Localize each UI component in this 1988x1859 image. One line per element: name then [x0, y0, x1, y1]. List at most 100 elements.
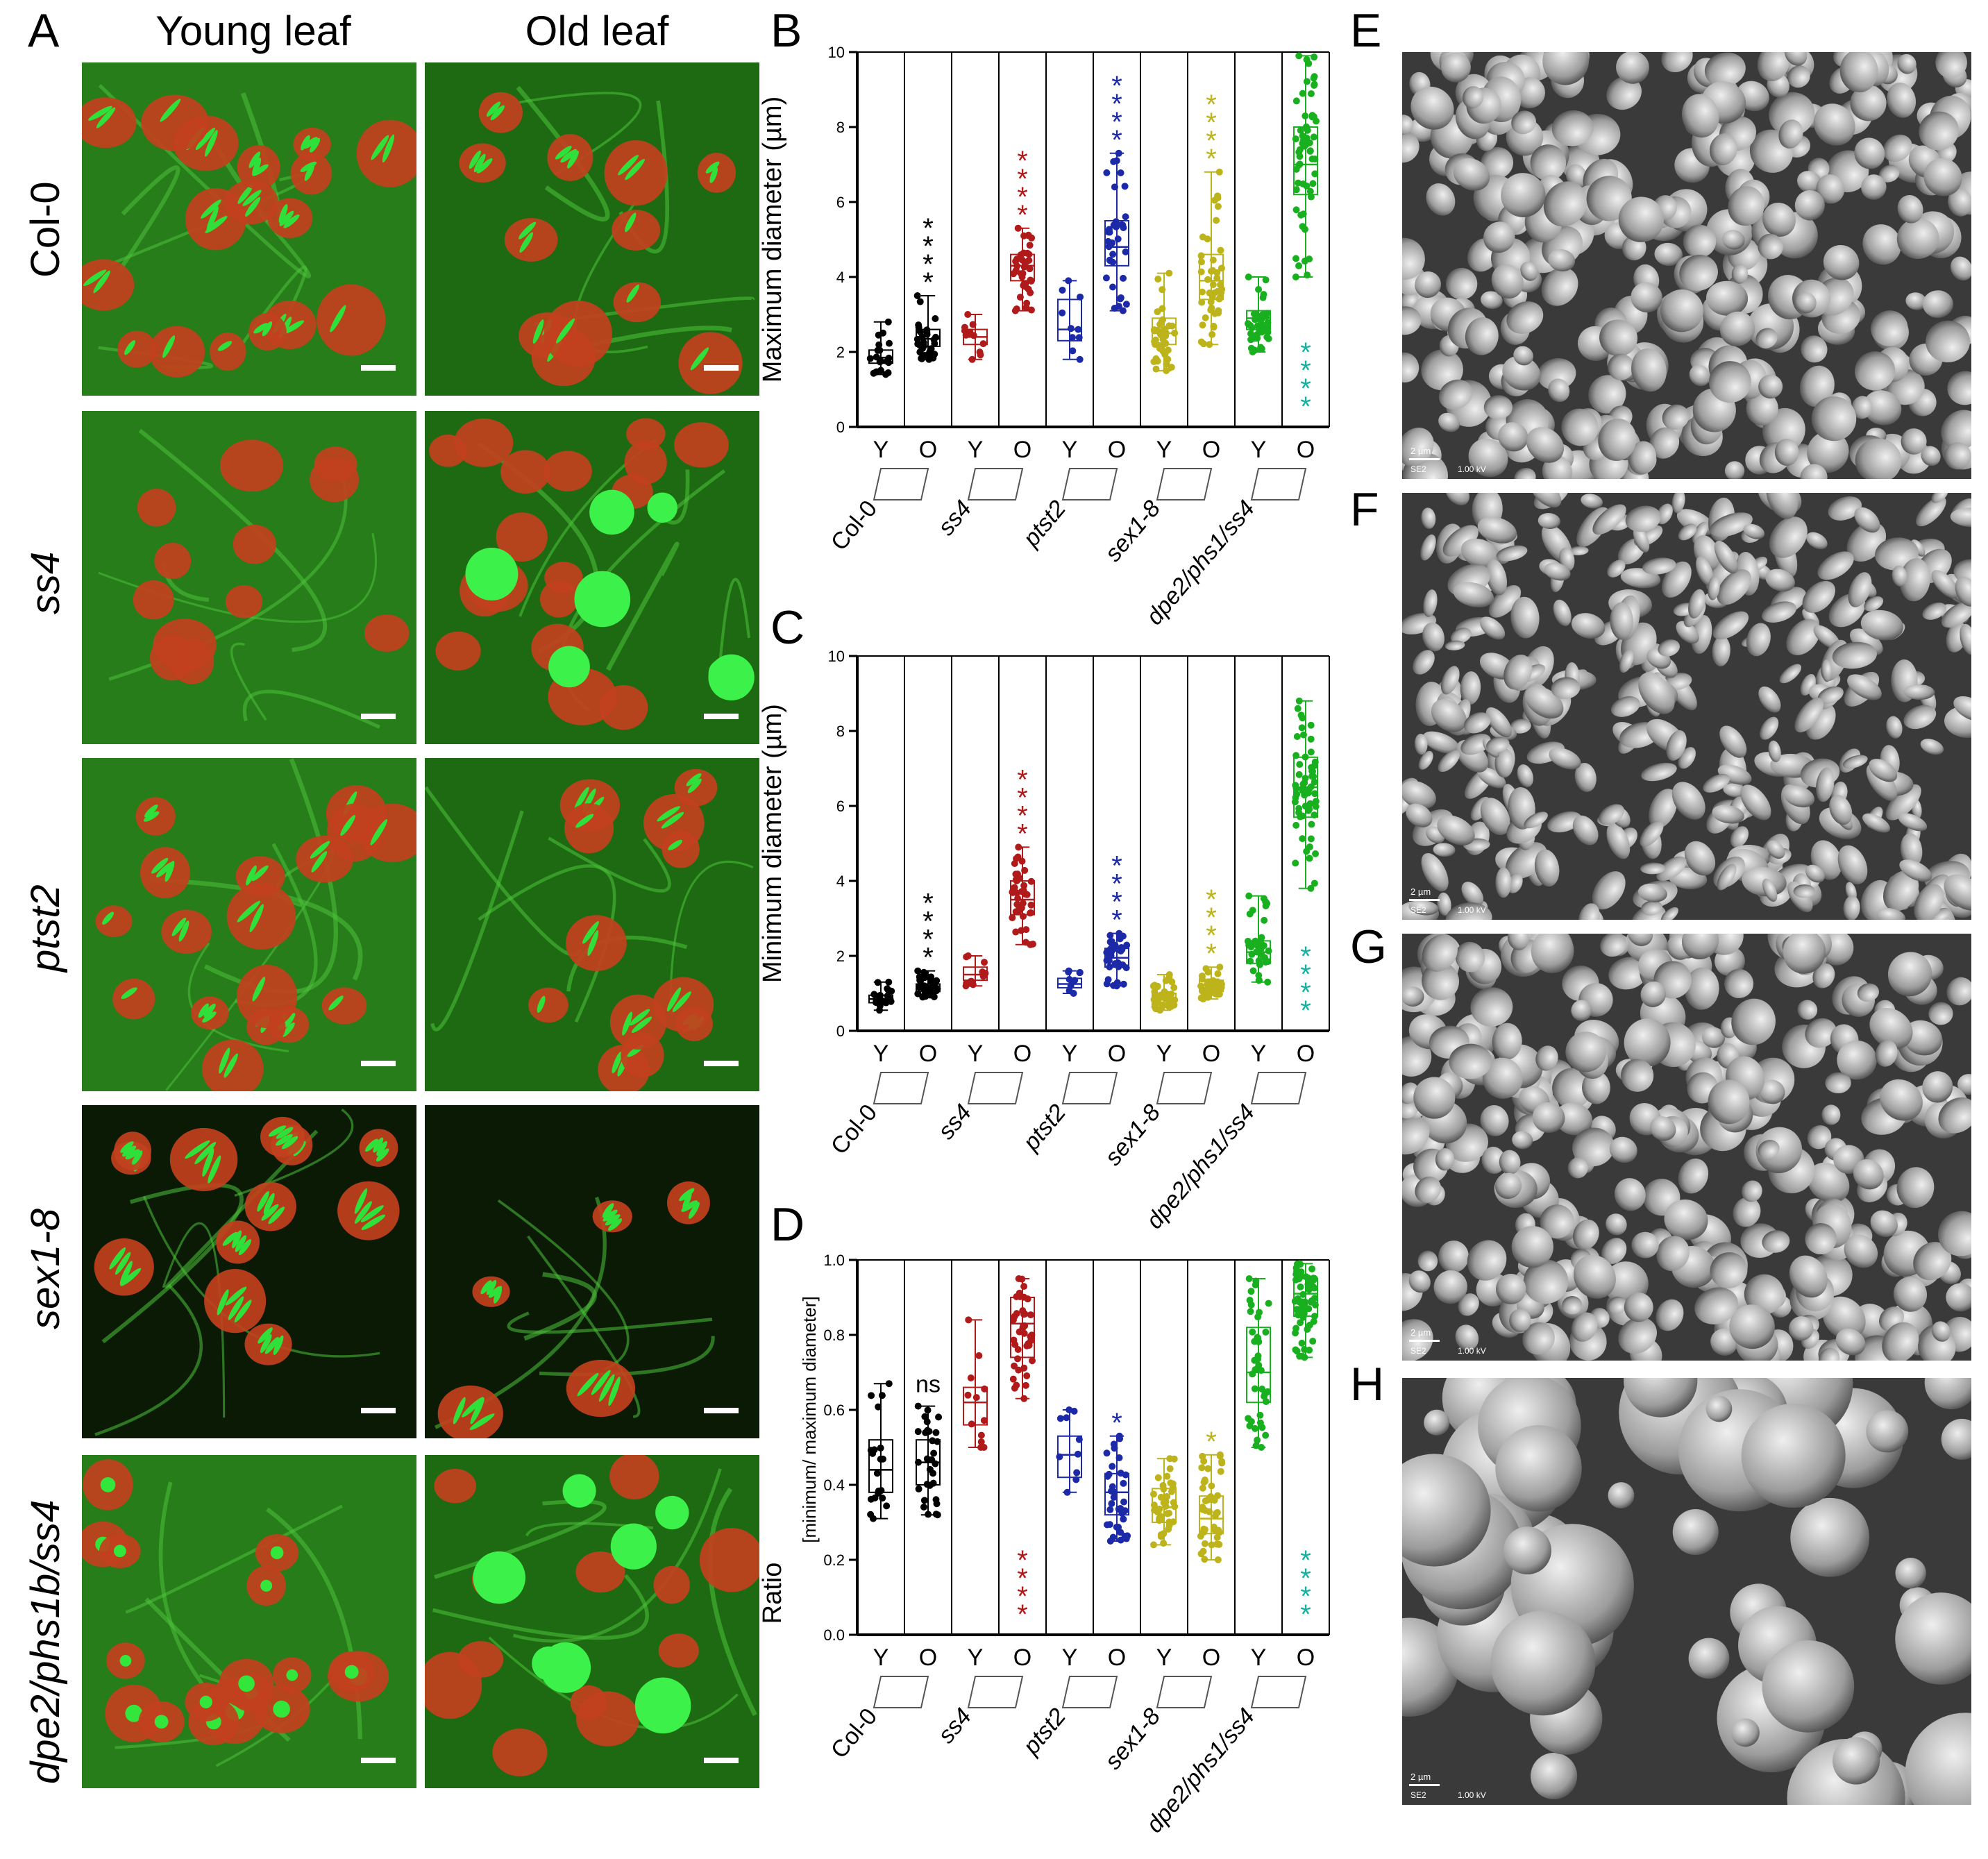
data-point — [1150, 326, 1158, 333]
micrograph-dpe2-phs1b-ss4-old — [425, 1455, 759, 1788]
chloroplast — [662, 830, 700, 868]
x-tick-label: O — [1108, 1644, 1126, 1671]
data-point — [1202, 314, 1209, 321]
data-point — [1311, 155, 1319, 163]
data-point — [1306, 255, 1313, 263]
chloroplast — [226, 883, 296, 950]
data-point — [1213, 1508, 1221, 1516]
starch-granule — [612, 1051, 622, 1074]
starch-granule — [666, 987, 682, 1012]
starch-granule — [476, 158, 493, 174]
chloroplast — [296, 835, 353, 883]
x-tick-label: O — [1108, 1041, 1126, 1067]
x-tick-label: Y — [1156, 1644, 1172, 1671]
data-point — [1204, 276, 1211, 283]
starch-granule — [1900, 833, 1923, 867]
data-point — [1121, 183, 1129, 190]
chloroplast — [544, 301, 613, 367]
starch-granule — [1640, 862, 1666, 875]
chloroplast — [224, 180, 278, 225]
data-point — [1245, 892, 1253, 900]
data-point — [1056, 1415, 1064, 1422]
data-point — [1262, 276, 1270, 284]
data-point — [929, 1470, 937, 1477]
data-point — [1247, 330, 1254, 337]
starch-granule — [1883, 870, 1919, 911]
starch-granule — [1938, 1211, 1971, 1256]
data-point — [1013, 870, 1021, 878]
starch-granule — [156, 861, 174, 878]
significance-label: * — [1017, 164, 1028, 194]
data-point — [1307, 884, 1315, 892]
cell-wall — [512, 1468, 722, 1643]
data-point — [1014, 895, 1022, 902]
data-point — [1074, 1450, 1081, 1458]
data-point — [981, 1385, 988, 1393]
data-point — [1297, 1319, 1304, 1327]
starch-granule — [575, 814, 594, 828]
chloroplast — [137, 489, 176, 527]
sem-voltage-label: 1.00 kV — [1458, 905, 1486, 915]
significance-label: * — [1206, 90, 1217, 120]
data-point — [1075, 1436, 1083, 1443]
data-point — [1249, 1370, 1256, 1378]
data-point — [1301, 1346, 1308, 1354]
group-bracket — [873, 468, 929, 500]
starch-granule — [1922, 290, 1953, 318]
starch-granule — [376, 1141, 387, 1156]
starch-granule — [1512, 1131, 1533, 1150]
data-point — [1307, 748, 1315, 756]
data-point — [882, 999, 890, 1007]
sem-scale-label: 2 µm — [1410, 1327, 1431, 1338]
data-point — [932, 1429, 940, 1436]
starch-granule — [1882, 1322, 1919, 1361]
starch-granule — [361, 1214, 386, 1230]
starch-granule — [1490, 1610, 1596, 1716]
starch-granule — [1470, 987, 1513, 1027]
x-tick-label: Y — [968, 1041, 984, 1067]
starch-granule — [1870, 1210, 1898, 1238]
starch-granule — [1767, 840, 1785, 859]
starch-granule — [278, 204, 288, 224]
data-point — [1059, 309, 1066, 317]
data-point — [1027, 306, 1035, 314]
data-point — [1296, 1298, 1304, 1306]
starch-granule — [260, 1334, 272, 1354]
starch-granule — [1688, 1638, 1730, 1679]
x-tick-label: O — [919, 1041, 937, 1067]
data-point — [1307, 1298, 1315, 1306]
starch-granule — [1802, 580, 1835, 613]
starch-granule — [1719, 725, 1747, 758]
starch-granule — [1728, 186, 1764, 226]
y-tick-label: 0.4 — [823, 1477, 845, 1494]
starch-granule — [1932, 1321, 1951, 1342]
starch-granule — [1905, 1713, 1971, 1805]
x-tick-label: Y — [968, 437, 984, 463]
starch-granule — [1903, 1020, 1943, 1056]
data-point — [1312, 802, 1320, 810]
data-point — [1257, 344, 1265, 351]
cell-wall — [669, 860, 754, 1007]
starch-granule — [1624, 1378, 1698, 1418]
sem-svg: 2 µm SE2 1.00 kV — [1402, 1378, 1971, 1805]
chloroplast — [321, 987, 367, 1025]
data-point — [1247, 1288, 1255, 1295]
data-point — [1211, 1526, 1218, 1533]
data-point — [1303, 56, 1311, 63]
data-point — [982, 970, 989, 977]
significance-label: * — [1017, 200, 1028, 230]
starch-granule — [1541, 267, 1578, 306]
data-point — [1252, 1442, 1260, 1449]
starch-granule — [1458, 1293, 1479, 1316]
starch-granule — [1660, 289, 1704, 333]
starch-granule — [1684, 841, 1716, 876]
data-point — [1258, 1444, 1265, 1451]
data-point — [914, 990, 922, 998]
starch-granule — [1717, 864, 1737, 891]
starch-granule — [102, 911, 115, 925]
starch-granule — [1869, 1008, 1913, 1050]
data-point — [915, 1458, 923, 1466]
data-point — [1102, 274, 1110, 282]
starch-granule — [1878, 165, 1900, 183]
data-point — [1077, 293, 1084, 301]
